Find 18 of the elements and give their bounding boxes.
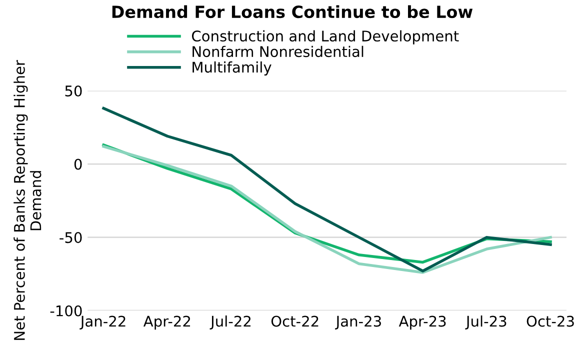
x-tick-label: Jul-23 xyxy=(465,315,506,330)
legend-label: Multifamily xyxy=(192,61,272,76)
y-tick-label: -50 xyxy=(60,232,82,244)
legend-label: Nonfarm Nonresidential xyxy=(192,46,364,58)
chart-title: Demand For Loans Continue to be Low xyxy=(112,5,473,18)
y-axis-title: Net Percent of Banks Reporting Higher Demand xyxy=(14,60,42,340)
y-tick-label: 0 xyxy=(74,158,82,170)
x-tick-label: Apr-22 xyxy=(143,316,190,330)
x-tick-label: Jan-23 xyxy=(335,316,381,330)
x-tick-label: Jul-22 xyxy=(210,315,251,330)
x-tick-label: Jan-22 xyxy=(80,316,126,330)
line-series xyxy=(102,106,552,272)
x-tick-label: Oct-22 xyxy=(271,316,318,327)
legend-label: Construction and Land Development xyxy=(192,30,459,44)
x-tick-label: Oct-23 xyxy=(526,316,574,327)
x-tick-label: Apr-23 xyxy=(398,316,446,330)
y-tick-label: 50 xyxy=(65,85,82,96)
y-tick-label: -100 xyxy=(50,305,82,316)
